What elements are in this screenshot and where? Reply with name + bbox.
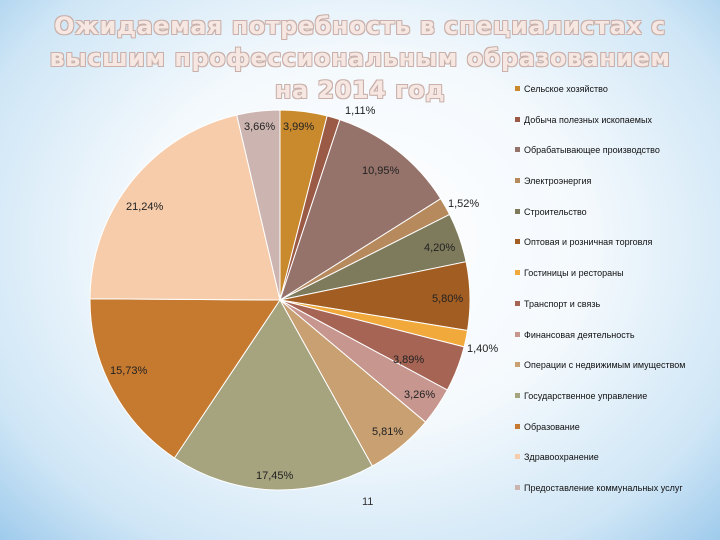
pie-labels: 3,99% 1,11% 10,95% 1,52% 4,20% 5,80% 1,40% 3,89… [110, 105, 498, 482]
legend-swatch [515, 423, 520, 429]
pie-label-10: 5,81% [372, 426, 403, 438]
legend-label: Обрабатывающее производство [524, 145, 660, 156]
pie-label-7: 1,40% [467, 343, 498, 355]
legend-item-12: Образование [515, 422, 715, 453]
legend-item-11: Государственное управление [515, 391, 715, 422]
legend-item-4: Электроэнергия [515, 176, 715, 207]
pie-label-12: 15,73% [110, 365, 148, 377]
legend-item-1: Сельское хозяйство [515, 84, 715, 115]
legend-item-7: Гостиницы и рестораны [515, 268, 715, 299]
legend-label: Операции с недвижимым имуществом [524, 360, 686, 371]
legend-swatch [515, 300, 520, 306]
legend-swatch [515, 86, 520, 91]
pie-slice-13 [89, 114, 281, 301]
legend-item-6: Оптовая и розничная торговля [515, 237, 715, 268]
pie-label-4: 1,52% [448, 198, 479, 210]
legend-label: Электроэнергия [524, 176, 592, 187]
legend-label: Сельское хозяйство [524, 84, 608, 94]
pie-label-3: 10,95% [362, 165, 400, 177]
title-line-2: высшим профессиональным образованием [49, 44, 671, 72]
chart-title: Ожидаемая потребность в специалистах с в… [40, 10, 680, 106]
legend-item-2: Добыча полезных ископаемых [515, 115, 715, 146]
legend-item-9: Финансовая деятельность [515, 330, 715, 361]
legend-label: Транспорт и связь [524, 298, 601, 309]
legend-swatch [515, 239, 520, 245]
pie-slice-3 [279, 119, 442, 302]
legend-label: Здравоохранение [524, 452, 599, 463]
legend-swatch [515, 392, 520, 398]
legend-swatch [515, 116, 520, 122]
legend-item-10: Операции с недвижимым имуществом [515, 360, 715, 391]
legend-swatch [515, 270, 520, 276]
title-line-3: на 2014 год [274, 76, 446, 104]
legend-label: Добыча полезных ископаемых [524, 114, 652, 125]
pie-slice-14 [236, 109, 281, 301]
legend-item-3: Обрабатывающее производство [515, 145, 715, 176]
legend-swatch [515, 178, 520, 184]
legend-label: Государственное управление [524, 390, 648, 401]
pie-slice-12 [89, 298, 281, 459]
legend-label: Оптовая и розничная торговля [524, 237, 653, 248]
pie-label-1: 3,99% [283, 121, 314, 133]
pie-slice-11 [173, 299, 373, 491]
title-line-1: Ожидаемая потребность в специалистах с [54, 12, 666, 40]
legend-label: Строительство [524, 206, 587, 217]
chart-legend: Сельское хозяйство Добыча полезных ископа… [515, 84, 715, 514]
legend-item-13: Здравоохранение [515, 452, 715, 483]
legend-swatch [515, 454, 520, 460]
pie-label-6: 5,80% [432, 293, 463, 305]
legend-swatch [515, 362, 520, 368]
pie-label-8: 3,89% [393, 354, 424, 366]
legend-label: Финансовая деятельность [524, 329, 635, 340]
legend-swatch [515, 147, 520, 153]
pie-label-5: 4,20% [424, 242, 455, 254]
pie-label-14: 3,66% [244, 121, 275, 133]
pie-label-11: 17,45% [256, 470, 294, 482]
pie-slices [89, 109, 471, 491]
legend-swatch [515, 331, 520, 337]
pie-label-9: 3,26% [404, 389, 435, 401]
legend-item-14: Предоставление коммунальных услуг [515, 483, 715, 514]
page-number: 11 [362, 496, 374, 508]
legend-swatch [515, 208, 520, 214]
legend-label: Гостиницы и рестораны [524, 268, 624, 279]
legend-swatch [515, 484, 520, 490]
pie-label-2: 1,11% [345, 105, 376, 117]
legend-label: Образование [524, 421, 580, 432]
pie-label-13: 21,24% [126, 201, 164, 213]
legend-label: Предоставление коммунальных услуг [524, 482, 683, 493]
legend-item-8: Транспорт и связь [515, 299, 715, 330]
legend-item-5: Строительство [515, 207, 715, 238]
